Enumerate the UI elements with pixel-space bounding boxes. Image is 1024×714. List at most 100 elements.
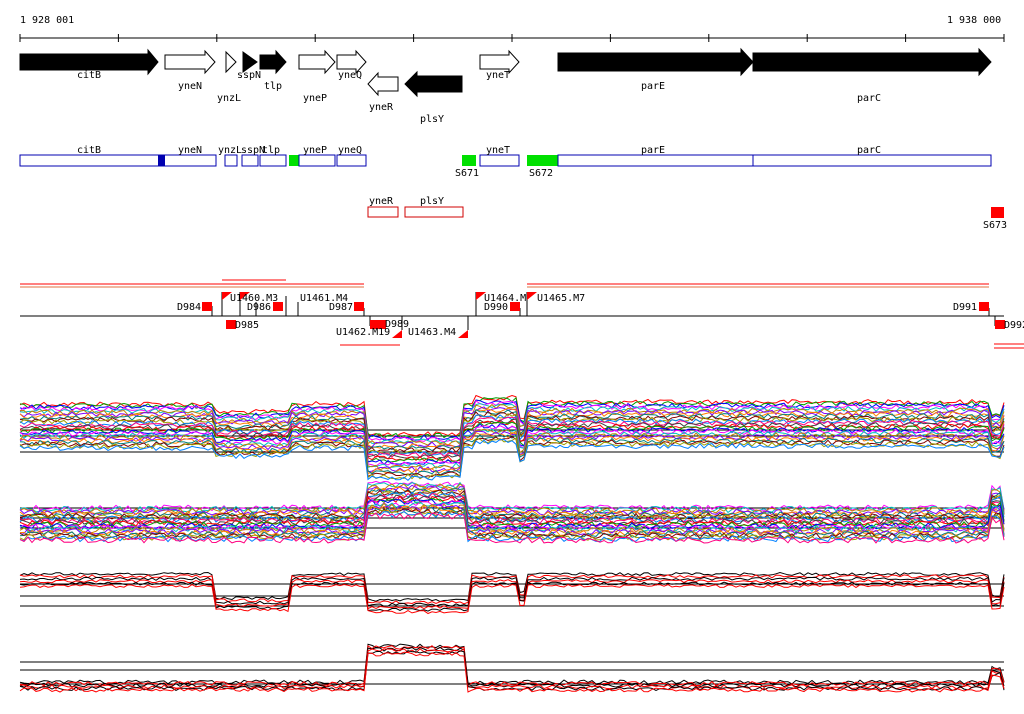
segment-d990-mark[interactable] xyxy=(510,302,520,311)
expression-trace xyxy=(19,400,1005,443)
gene-label-ynet: yneT xyxy=(486,70,510,81)
segment-d984-mark[interactable] xyxy=(202,302,212,311)
box-pare[interactable] xyxy=(557,154,754,167)
site-label-s672: S672 xyxy=(529,168,553,179)
expression-trace xyxy=(19,419,1005,462)
flag-u1464 xyxy=(476,292,486,300)
expression-trace xyxy=(19,579,1005,610)
box-tlp[interactable] xyxy=(259,154,287,167)
gene-label-plsy: plsY xyxy=(420,114,444,125)
gene-label-tlp: tlp xyxy=(264,81,282,92)
segment-label-d987: D987 xyxy=(329,302,353,313)
gene-label-pare: parE xyxy=(641,81,665,92)
gene-label-citb: citB xyxy=(77,70,101,81)
segment-track: D984 D985 D986 D987 D989 D990 D991 D992 … xyxy=(20,279,1024,349)
box-yneq[interactable] xyxy=(336,154,367,167)
expression-trace xyxy=(19,484,1005,516)
box-label-ynzl: ynzL xyxy=(218,145,242,156)
site-s672-mark[interactable] xyxy=(527,155,558,166)
expression-trace xyxy=(19,581,1005,612)
site-label-s673: S673 xyxy=(983,220,1007,231)
segment-d985-mark[interactable] xyxy=(226,320,236,329)
expression-trace xyxy=(19,481,1005,514)
gene-track: citB yneN ynzL sspN tlp yneP yneQ yneR p… xyxy=(19,47,992,125)
box-citb-ynen[interactable] xyxy=(19,154,217,167)
segment-d991-mark[interactable] xyxy=(979,302,989,311)
site-s671-mark[interactable] xyxy=(462,155,476,166)
flag-u1462 xyxy=(392,330,402,338)
expression-trace xyxy=(19,394,1005,438)
gene-label-yner: yneR xyxy=(369,102,394,113)
expression-trace xyxy=(19,512,1005,544)
gene-arrow-yneq[interactable] xyxy=(336,49,367,75)
expression-trace xyxy=(19,651,1005,693)
box-parc[interactable] xyxy=(752,154,992,167)
flag-u1460b xyxy=(240,292,250,300)
expression-trace xyxy=(19,576,1005,607)
expression-trace xyxy=(19,504,1005,536)
reverse-annotation-track: yneR plsY S673 xyxy=(367,196,1007,231)
gene-label-ynzl: ynzL xyxy=(217,93,241,104)
gene-arrow-plsy[interactable] xyxy=(404,70,463,98)
box-ynzl[interactable] xyxy=(224,154,238,167)
expression-trace xyxy=(19,650,1005,692)
gene-arrow-yner[interactable] xyxy=(367,71,399,97)
expression-trace xyxy=(19,490,1005,522)
gene-arrow-citb[interactable] xyxy=(19,48,159,76)
expression-trace xyxy=(19,571,1005,603)
expression-trace xyxy=(19,480,1005,512)
segment-d986-mark[interactable] xyxy=(273,302,283,311)
expression-panel-3 xyxy=(19,571,1005,615)
site-s673-mark[interactable] xyxy=(991,207,1004,218)
gene-arrow-ynep[interactable] xyxy=(298,49,336,75)
segment-label-u1465: U1465.M7 xyxy=(537,293,585,304)
expression-trace xyxy=(19,402,1005,444)
box-label-sspn: sspN xyxy=(241,145,265,156)
segment-d987-mark[interactable] xyxy=(354,302,364,311)
expression-panel-1 xyxy=(19,394,1005,481)
expression-trace xyxy=(19,418,1005,460)
expression-trace xyxy=(19,483,1005,515)
box-label-citb: citB xyxy=(77,145,101,156)
flag-u1460 xyxy=(222,292,232,300)
site-label-s671: S671 xyxy=(455,168,479,179)
segment-label-d985: D985 xyxy=(235,320,259,331)
box-sspn[interactable] xyxy=(241,154,259,167)
expression-panel-4 xyxy=(19,643,1005,693)
gene-label-sspn: sspN xyxy=(237,70,261,81)
ruler-start-label: 1 928 001 xyxy=(20,15,74,26)
gene-arrow-pare[interactable] xyxy=(557,47,754,77)
ruler-end-label: 1 938 000 xyxy=(947,15,1001,26)
expression-trace xyxy=(19,438,1005,481)
box-plsy[interactable] xyxy=(404,206,464,218)
gene-arrow-parc[interactable] xyxy=(752,47,992,77)
signal-blue-mark xyxy=(158,155,165,166)
expression-trace xyxy=(19,646,1005,688)
box-ynep[interactable] xyxy=(298,154,336,167)
gene-arrow-ynzl[interactable] xyxy=(225,50,237,74)
expression-trace xyxy=(19,505,1005,537)
box-yner[interactable] xyxy=(367,206,399,218)
gene-arrow-sspn[interactable] xyxy=(242,51,258,73)
segment-label-d989: D989 xyxy=(385,319,409,330)
expression-trace xyxy=(19,399,1005,441)
gene-arrow-ynen[interactable] xyxy=(164,49,216,75)
expression-trace xyxy=(19,510,1005,543)
box-label-ynen: yneN xyxy=(178,145,202,156)
gene-arrow-tlp[interactable] xyxy=(259,49,287,75)
segment-label-d984: D984 xyxy=(177,302,201,313)
segment-d989-mark[interactable] xyxy=(370,320,386,329)
expression-trace xyxy=(19,645,1005,687)
expression-trace xyxy=(19,643,1005,685)
signal-green-mark-1 xyxy=(289,155,299,166)
box-ynet[interactable] xyxy=(479,154,520,167)
forward-annotation-track: citB yneN ynzL sspN tlp yneP yneQ S671 y… xyxy=(19,145,992,179)
segment-label-u1463: U1463.M4 xyxy=(408,327,456,338)
box-label-yneq: yneQ xyxy=(338,145,362,156)
segment-label-u1460: U1460.M3 xyxy=(230,293,278,304)
box-label-plsy: plsY xyxy=(420,196,444,207)
gene-arrow-ynet[interactable] xyxy=(479,49,520,75)
segment-d992-mark[interactable] xyxy=(995,320,1005,329)
expression-trace xyxy=(19,583,1005,615)
